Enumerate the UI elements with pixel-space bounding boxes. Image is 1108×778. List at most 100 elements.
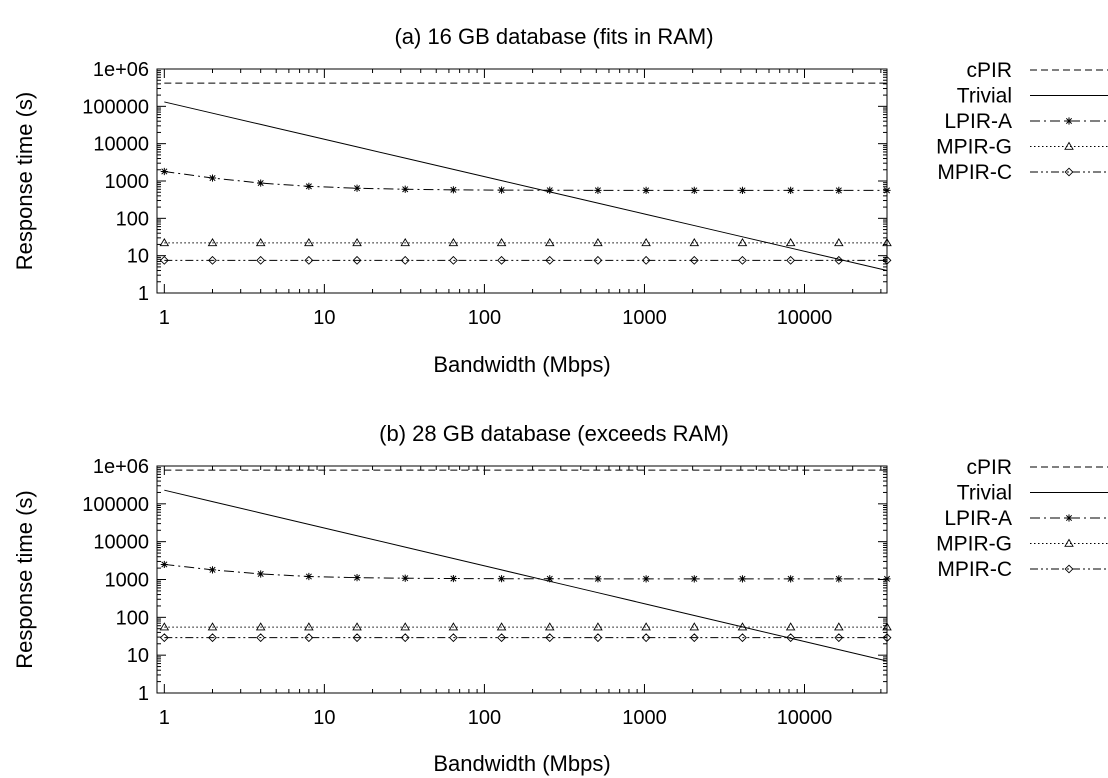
data-point (545, 255, 555, 265)
legend-marker (1064, 538, 1074, 547)
chart-panel-a: (a) 16 GB database (fits in RAM) Bandwidt… (12, 24, 1108, 377)
data-point (787, 575, 795, 583)
series-lpir-a: LPIR-A (160, 507, 1108, 583)
series-mpir-c: MPIR-C (159, 558, 1108, 643)
series-line (164, 101, 888, 272)
data-point (882, 237, 892, 247)
y-tick-label: 10000 (93, 532, 149, 554)
y-axis-label: Response time (s) (12, 92, 37, 271)
legend-label: cPIR (966, 456, 1012, 479)
data-point (834, 633, 844, 643)
legend-label: LPIR-A (944, 507, 1012, 530)
data-point (834, 237, 844, 247)
series-mpir-g: MPIR-G (159, 136, 1108, 247)
x-tick-label: 10000 (777, 307, 833, 329)
data-point (448, 237, 459, 247)
data-point (305, 572, 313, 581)
data-point (641, 633, 651, 643)
data-point (787, 186, 795, 195)
data-point (786, 255, 796, 265)
data-point (689, 633, 699, 643)
data-point (449, 186, 457, 194)
data-point (400, 622, 411, 631)
data-point (835, 186, 843, 195)
data-point (207, 622, 218, 631)
y-tick-label: 1000 (105, 171, 150, 193)
legend-label: MPIR-C (937, 558, 1012, 581)
data-point (882, 255, 892, 265)
data-point (256, 633, 266, 643)
y-tick-label: 10000 (93, 134, 149, 156)
data-point (256, 255, 266, 265)
data-point (785, 237, 796, 247)
data-point (255, 622, 266, 631)
data-point (641, 237, 651, 247)
data-point (497, 255, 507, 265)
x-axis-label: Bandwidth (Mbps) (433, 352, 610, 377)
series-trivial: Trivial (164, 482, 1108, 662)
data-point (835, 575, 843, 583)
series-line (164, 563, 887, 580)
data-point (593, 237, 603, 247)
data-point (642, 575, 650, 583)
data-point (304, 633, 314, 643)
y-tick-label: 1 (138, 283, 149, 305)
data-point (641, 255, 651, 265)
data-point (159, 622, 170, 631)
data-point (400, 255, 410, 265)
legend-marker (1065, 514, 1073, 522)
data-point (546, 575, 554, 583)
chart-title: (b) 28 GB database (exceeds RAM) (379, 421, 729, 446)
legend-marker (1064, 141, 1074, 150)
data-point (593, 633, 603, 643)
data-point (448, 255, 458, 265)
legend-label: MPIR-G (936, 533, 1012, 556)
data-point (401, 574, 409, 582)
y-tick-label: 100 (116, 208, 149, 230)
data-point (352, 622, 362, 631)
data-point (400, 633, 410, 643)
data-point (883, 575, 891, 583)
legend-label: Trivial (957, 482, 1012, 505)
data-point (159, 237, 170, 247)
data-point (544, 237, 555, 247)
data-point (737, 622, 748, 631)
x-tick-label: 10000 (777, 707, 833, 729)
series-mpir-c: MPIR-C (159, 161, 1108, 265)
legend-marker (1065, 117, 1073, 125)
data-point (159, 255, 169, 265)
data-point (738, 633, 747, 643)
y-axis-label: Response time (s) (12, 490, 37, 669)
data-point (786, 633, 796, 643)
data-point (738, 186, 747, 195)
data-point (449, 574, 457, 583)
chart-panel-b: (b) 28 GB database (exceeds RAM) Bandwidt… (12, 421, 1108, 776)
x-tick-label: 1 (159, 307, 170, 329)
data-point (401, 185, 409, 193)
y-tick-label: 1 (138, 683, 149, 705)
data-point (305, 182, 313, 190)
data-point (159, 633, 169, 643)
data-point (352, 633, 362, 643)
legend-label: LPIR-A (944, 110, 1012, 133)
data-point (882, 622, 892, 631)
series-mpir-g: MPIR-G (159, 533, 1108, 631)
data-point (497, 575, 506, 583)
y-tick-label: 10 (127, 645, 149, 667)
data-point (544, 622, 555, 631)
data-point (496, 237, 507, 247)
data-point (834, 255, 844, 265)
data-point (738, 575, 747, 583)
data-point (689, 255, 699, 265)
data-point (497, 633, 507, 643)
data-point (545, 633, 555, 643)
series-lpir-a: LPIR-A (160, 110, 1108, 195)
series-line (164, 170, 887, 191)
x-tick-label: 10 (313, 707, 335, 729)
y-tick-label: 100000 (82, 494, 149, 516)
data-point (593, 622, 603, 631)
data-point (690, 186, 698, 195)
y-tick-label: 1e+06 (93, 456, 149, 478)
y-tick-label: 10 (127, 246, 149, 268)
legend-marker (1064, 167, 1074, 177)
